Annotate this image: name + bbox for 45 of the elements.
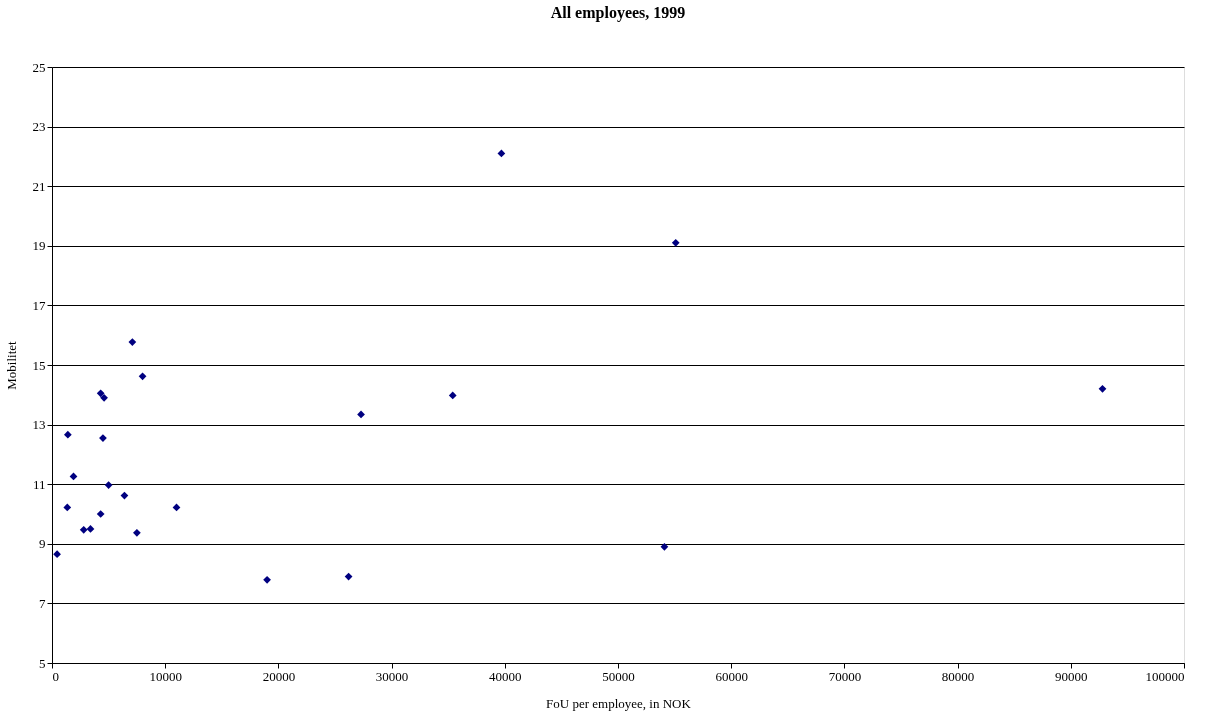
point — [357, 410, 365, 419]
y-tick-label: 9 — [39, 536, 46, 552]
y-tick-label: 23 — [32, 119, 46, 135]
chart-title: All employees, 1999 — [550, 4, 686, 22]
y-tick-label: 17 — [32, 297, 46, 313]
point — [344, 572, 353, 581]
y-tick-label: 15 — [32, 357, 46, 373]
x-tick-label: 0 — [52, 668, 59, 684]
x-tick-label: 50000 — [602, 668, 635, 684]
y-tick-label: 21 — [32, 178, 46, 194]
y-axis-title: Mobilitet — [3, 340, 19, 390]
point — [128, 338, 137, 346]
x-axis-title: FoU per employee, in NOK — [546, 695, 692, 711]
point — [133, 528, 141, 537]
point — [86, 525, 95, 533]
point — [63, 430, 72, 439]
point — [263, 575, 271, 584]
x-tick-label: 70000 — [828, 668, 862, 684]
point — [63, 503, 72, 512]
x-tick-label: 40000 — [489, 668, 522, 684]
point — [660, 542, 669, 551]
y-tick-label: 19 — [32, 238, 46, 254]
y-tick-label: 5 — [39, 655, 46, 671]
point — [104, 481, 113, 489]
point — [100, 393, 108, 402]
y-tick-label: 25 — [32, 59, 46, 75]
x-tick-label: 100000 — [1145, 668, 1185, 684]
point — [138, 372, 147, 381]
point — [448, 391, 457, 400]
y-tick-label: 13 — [32, 417, 46, 433]
point — [671, 238, 680, 247]
x-tick-label: 20000 — [262, 668, 296, 684]
x-tick-label: 80000 — [941, 668, 975, 684]
point — [96, 510, 105, 518]
y-tick-label: 7 — [39, 595, 46, 611]
y-tick-label: 11 — [32, 476, 46, 492]
x-tick-label: 60000 — [715, 668, 748, 684]
x-tick-label: 10000 — [149, 668, 182, 684]
x-tick-label: 90000 — [1055, 668, 1088, 684]
point — [79, 525, 88, 534]
point — [53, 550, 61, 559]
point — [497, 149, 506, 158]
point — [1098, 384, 1107, 393]
x-tick-label: 30000 — [375, 668, 409, 684]
point — [96, 389, 105, 398]
